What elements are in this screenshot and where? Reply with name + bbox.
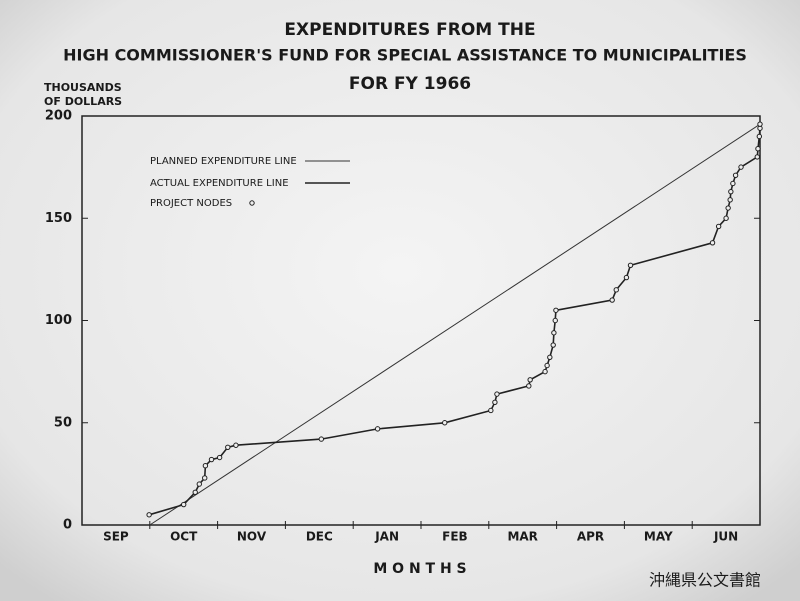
y-axis-label: OF DOLLARS xyxy=(44,95,122,108)
project-node xyxy=(723,215,729,221)
project-node xyxy=(494,391,500,397)
x-tick-label: OCT xyxy=(170,530,198,544)
project-node xyxy=(725,205,731,211)
project-node xyxy=(709,240,716,246)
x-tick-label: JUN xyxy=(713,530,738,544)
project-node xyxy=(544,362,550,369)
series-line xyxy=(149,123,761,526)
project-node xyxy=(442,420,448,426)
project-node xyxy=(730,180,736,187)
x-axis-label: M O N T H S xyxy=(373,561,466,577)
x-tick-label: MAY xyxy=(644,530,673,544)
project-node xyxy=(551,330,557,336)
project-node xyxy=(728,188,734,195)
project-node xyxy=(374,426,381,432)
x-tick-label: NOV xyxy=(237,530,267,544)
project-node xyxy=(553,307,559,313)
project-node xyxy=(613,287,619,293)
project-node xyxy=(547,354,553,361)
x-tick-label: SEP xyxy=(103,530,129,544)
project-node xyxy=(202,462,209,469)
project-node xyxy=(756,133,763,140)
legend-label: PLANNED EXPENDITURE LINE xyxy=(150,156,297,167)
project-node xyxy=(488,407,494,414)
project-node xyxy=(542,368,548,375)
x-tick-label: FEB xyxy=(442,530,468,544)
y-tick-label: 100 xyxy=(45,313,72,328)
project-node xyxy=(623,274,630,281)
x-tick-label: MAR xyxy=(507,530,537,544)
chart-title: EXPENDITURES FROM THE xyxy=(284,20,535,40)
y-tick-label: 150 xyxy=(45,211,72,226)
project-node xyxy=(550,342,556,348)
project-node xyxy=(196,481,202,487)
legend-node xyxy=(249,200,255,206)
project-node xyxy=(181,501,187,508)
chart-title: FOR FY 1966 xyxy=(349,74,471,94)
project-node xyxy=(757,121,763,127)
project-node xyxy=(146,512,152,518)
chart-title: HIGH COMMISSIONER'S FUND FOR SPECIAL ASS… xyxy=(63,46,747,65)
watermark: 沖縄県公文書館 xyxy=(649,571,761,590)
x-tick-label: DEC xyxy=(306,530,333,544)
project-node xyxy=(738,164,744,170)
y-tick-label: 50 xyxy=(54,415,72,430)
project-node xyxy=(208,456,215,463)
project-node xyxy=(216,454,223,461)
project-node xyxy=(755,146,761,152)
project-node xyxy=(233,442,239,448)
project-node xyxy=(609,297,615,303)
project-node xyxy=(225,444,231,450)
project-node xyxy=(526,383,532,389)
project-node xyxy=(552,317,558,324)
project-node xyxy=(192,489,198,495)
legend-label: PROJECT NODES xyxy=(150,198,232,209)
y-tick-label: 0 xyxy=(63,518,72,533)
y-axis-label: THOUSANDS xyxy=(44,81,122,94)
project-node xyxy=(627,262,634,268)
project-node xyxy=(754,154,760,160)
project-node xyxy=(715,223,722,230)
x-tick-label: JAN xyxy=(374,530,399,544)
project-node xyxy=(732,172,739,179)
y-tick-label: 200 xyxy=(45,109,72,124)
project-node xyxy=(492,399,498,405)
x-tick-label: APR xyxy=(577,530,604,544)
project-node xyxy=(202,475,208,481)
legend-label: ACTUAL EXPENDITURE LINE xyxy=(150,178,289,189)
project-node xyxy=(727,197,733,203)
project-node xyxy=(318,436,325,442)
project-node xyxy=(527,377,533,383)
